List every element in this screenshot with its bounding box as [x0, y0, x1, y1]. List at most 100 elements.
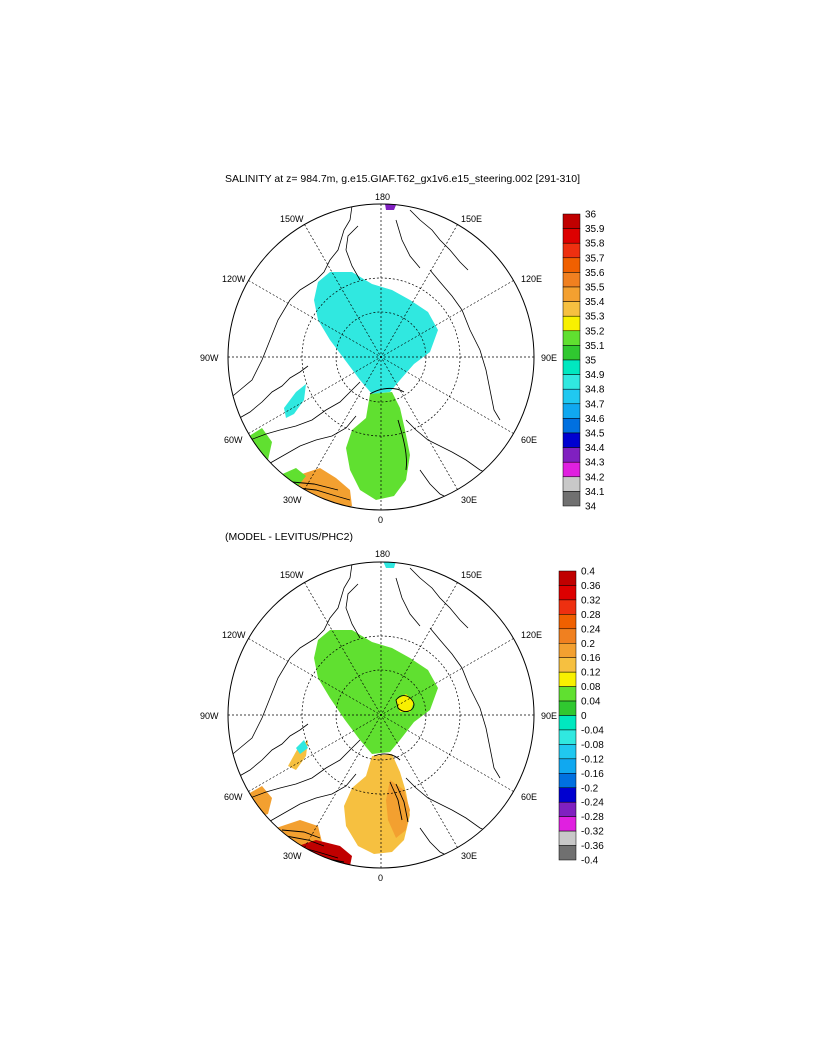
top-lon-180: 180 — [375, 192, 390, 202]
bottom-colorbar-tick-label: -0.28 — [581, 812, 604, 823]
top-colorbar-swatch — [562, 286, 581, 302]
bottom-colorbar-swatch — [558, 614, 577, 630]
bottom-colorbar-tick-label: -0.16 — [581, 769, 604, 780]
top-colorbar-tick-label: 35.7 — [585, 253, 605, 264]
top-polar-map: 180 0 90W 90E 150W 150E 120W 120E 60W 60… — [200, 192, 557, 525]
bottom-lon-150w: 150W — [280, 570, 304, 580]
top-colorbar-swatch — [562, 345, 581, 361]
top-colorbar-swatch — [562, 315, 581, 332]
bottom-colorbar-swatch — [558, 700, 577, 716]
top-lon-120e: 120E — [521, 274, 542, 284]
bottom-colorbar-swatch — [558, 643, 577, 658]
top-colorbar-swatch — [562, 447, 581, 463]
top-colorbar-swatch — [562, 257, 581, 273]
bottom-colorbar-tick-label: 0.04 — [581, 697, 601, 708]
top-colorbar-tick-label: 35.9 — [585, 224, 605, 235]
top-field-atlantic — [346, 392, 410, 500]
bottom-colorbar-tick-label: 0.16 — [581, 653, 601, 664]
bottom-graticule — [228, 562, 534, 868]
bottom-colorbar-tick-label: 0.12 — [581, 668, 601, 679]
bottom-lon-150e: 150E — [461, 570, 482, 580]
bottom-lon-60e: 60E — [521, 792, 537, 802]
top-graticule — [228, 204, 534, 510]
bottom-colorbar-swatch — [558, 773, 577, 788]
bottom-colorbar-tick-label: -0.2 — [581, 783, 599, 794]
bottom-field-arctic — [314, 630, 438, 754]
top-map-boundary — [227, 203, 535, 511]
top-colorbar-tick-label: 34.4 — [585, 443, 605, 454]
bottom-colorbar-tick-label: -0.08 — [581, 740, 604, 751]
top-lon-30w: 30W — [283, 495, 302, 505]
bottom-colorbar-tick-label: -0.24 — [581, 798, 604, 809]
top-lon-150w: 150W — [280, 214, 304, 224]
top-field-purple — [385, 204, 396, 210]
bottom-colorbar-tick-label: 0 — [581, 711, 587, 722]
top-colorbar-swatch — [562, 359, 581, 375]
bottom-polar-map: 180 0 90W 90E 150W 150E 120W 120E 60W 60… — [200, 549, 557, 883]
top-colorbar-tick-label: 35.6 — [585, 268, 605, 279]
top-colorbar-tick-label: 35.4 — [585, 297, 605, 308]
top-panel-title: SALINITY at z= 984.7m, g.e15.GIAF.T62_gx… — [225, 173, 580, 185]
bottom-colorbar-tick-label: 0.08 — [581, 682, 601, 693]
bottom-colorbar: 0.4 0.36 0.32 0.28 0.24 0.2 0.16 0.12 0.08 0.04 0 -… — [558, 567, 604, 867]
bottom-colorbar-tick-label: -0.12 — [581, 754, 604, 765]
bottom-lon-90e: 90E — [541, 711, 557, 721]
bottom-colorbar-swatch — [558, 801, 577, 817]
top-colorbar-tick-label: 35 — [585, 356, 597, 367]
top-colorbar-swatch — [562, 476, 581, 492]
bottom-colorbar-tick-label: -0.4 — [581, 856, 599, 867]
top-colorbar-swatch — [562, 461, 581, 478]
top-colorbar-tick-label: 35.1 — [585, 341, 605, 352]
bottom-coastlines — [228, 563, 501, 859]
top-colorbar-swatch — [562, 388, 581, 405]
top-colorbar-tick-label: 34.6 — [585, 414, 605, 425]
bottom-colorbar-tick-label: 0.2 — [581, 639, 595, 650]
bottom-lon-60w: 60W — [224, 792, 243, 802]
bottom-lon-120w: 120W — [222, 630, 246, 640]
bottom-colorbar-swatch — [558, 845, 577, 861]
top-colorbar-swatch — [562, 242, 581, 259]
top-field-atl-high — [294, 468, 352, 510]
top-colorbar-tick-label: 35.8 — [585, 239, 605, 250]
bottom-lon-180: 180 — [375, 549, 390, 559]
top-colorbar: 36 35.9 35.8 35.7 35.6 35.5 35.4 35.3 35.2 35.1 35… — [562, 210, 605, 513]
top-colorbar-swatch — [562, 491, 581, 507]
top-lon-120w: 120W — [222, 274, 246, 284]
bottom-colorbar-swatch — [558, 686, 577, 702]
bottom-colorbar-tick-label: 0.24 — [581, 624, 601, 635]
top-colorbar-tick-label: 34.5 — [585, 429, 605, 440]
top-field-arctic — [314, 272, 438, 394]
top-colorbar-swatch — [562, 403, 581, 419]
top-coastlines — [228, 205, 501, 501]
top-lon-60e: 60E — [521, 435, 537, 445]
top-colorbar-tick-label: 34.8 — [585, 385, 605, 396]
bottom-colorbar-swatch — [558, 671, 577, 687]
bottom-lon-90w: 90W — [200, 711, 219, 721]
bottom-map-boundary — [227, 561, 535, 869]
top-lon-90w: 90W — [200, 353, 219, 363]
bottom-colorbar-tick-label: 0.36 — [581, 581, 601, 592]
top-colorbar-swatch — [562, 432, 581, 448]
top-lon-60w: 60W — [224, 435, 243, 445]
top-colorbar-tick-label: 35.3 — [585, 312, 605, 323]
bottom-colorbar-swatch — [558, 628, 577, 644]
bottom-field-atl-orange — [386, 780, 410, 838]
bottom-colorbar-swatch — [558, 657, 577, 673]
bottom-colorbar-swatch — [558, 570, 577, 586]
bottom-colorbar-swatch — [558, 585, 577, 601]
top-lon-30e: 30E — [461, 495, 477, 505]
bottom-panel-title: (MODEL - LEVITUS/PHC2) — [225, 531, 353, 543]
top-lon-150e: 150E — [461, 214, 482, 224]
top-colorbar-swatch — [562, 301, 581, 317]
bottom-colorbar-swatch — [558, 816, 577, 832]
top-colorbar-swatch — [562, 272, 581, 288]
top-colorbar-swatch — [562, 213, 581, 229]
bottom-lon-30w: 30W — [283, 851, 302, 861]
top-colorbar-tick-label: 34.9 — [585, 370, 605, 381]
top-colorbar-tick-label: 34.2 — [585, 472, 605, 483]
bottom-colorbar-swatch — [558, 830, 577, 846]
top-field-baffin — [284, 384, 306, 418]
bottom-lon-120e: 120E — [521, 630, 542, 640]
top-colorbar-swatch — [562, 374, 581, 390]
